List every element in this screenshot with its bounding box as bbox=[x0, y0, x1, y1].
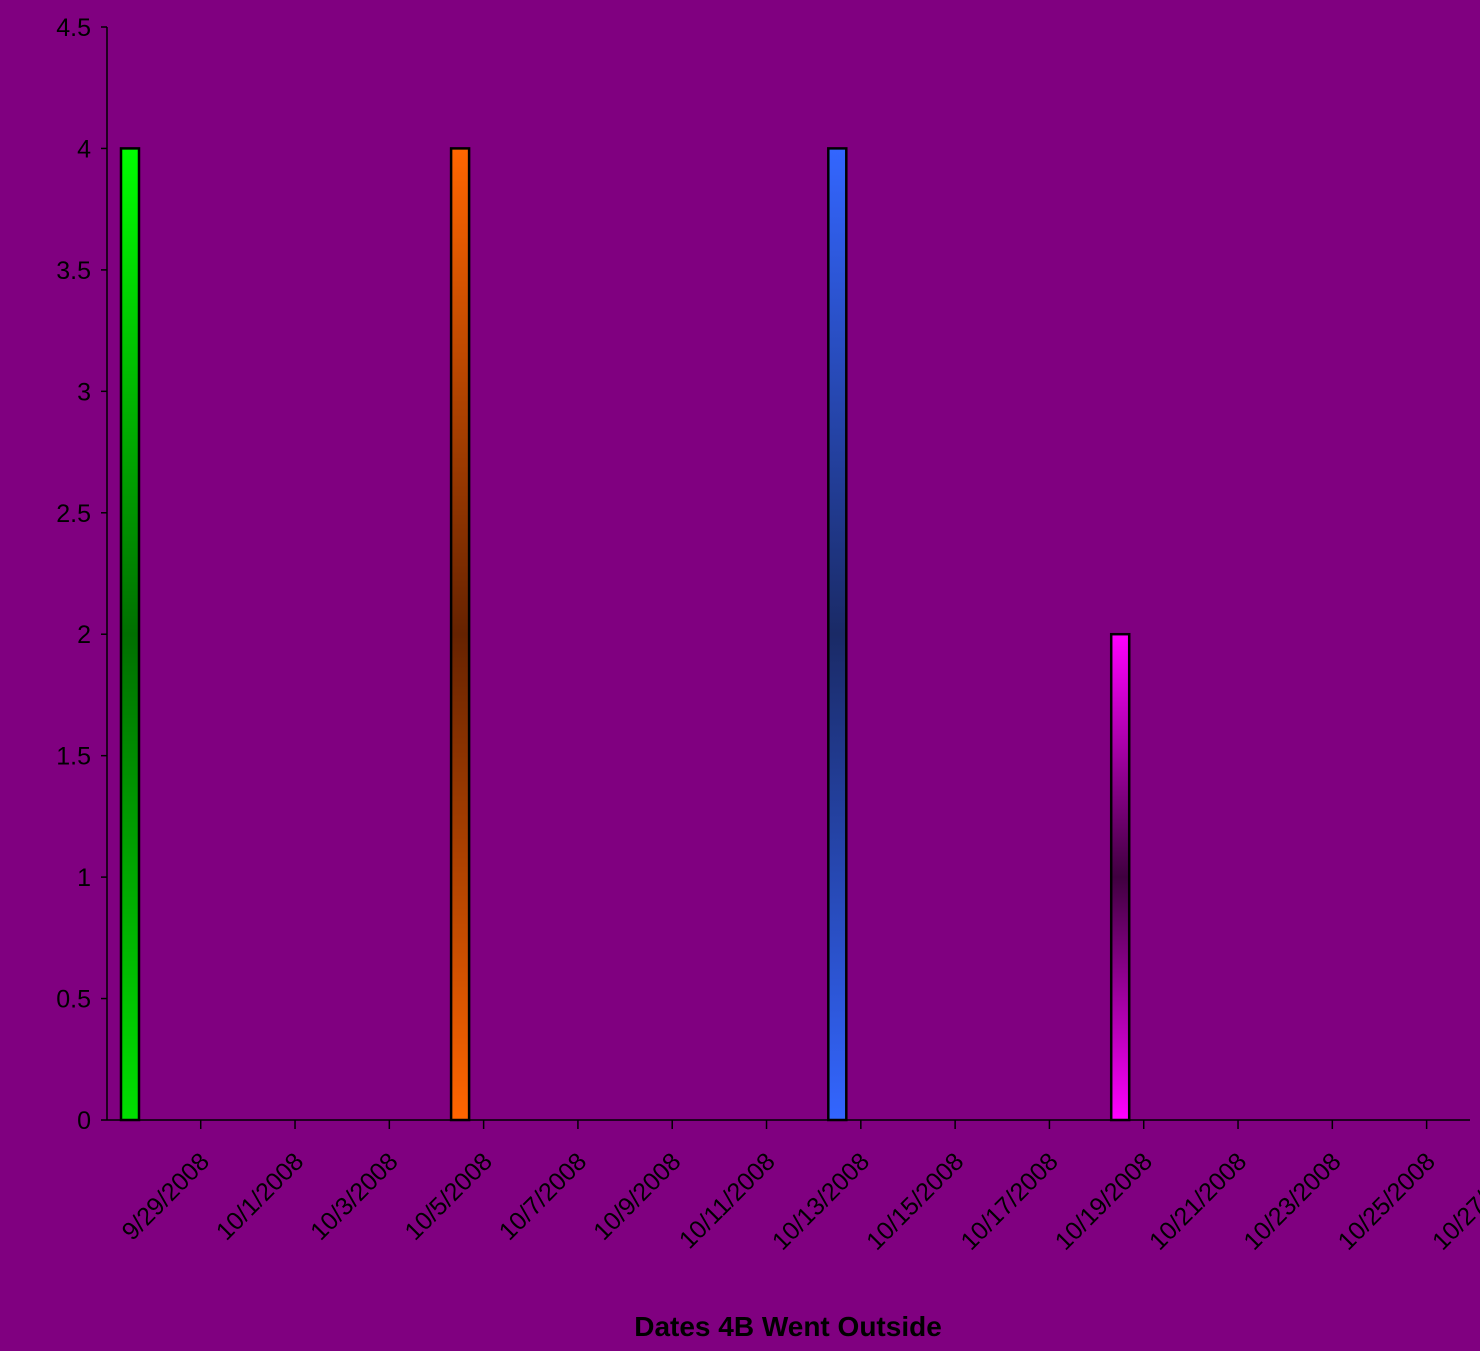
x-tick-label: 10/5/2008 bbox=[399, 1147, 497, 1245]
x-tick-label: 10/23/2008 bbox=[1238, 1147, 1346, 1255]
x-tick-label: 10/15/2008 bbox=[861, 1147, 969, 1255]
x-tick-label: 10/13/2008 bbox=[767, 1147, 875, 1255]
x-tick-label: 10/1/2008 bbox=[211, 1147, 309, 1245]
x-tick-label: 10/9/2008 bbox=[588, 1147, 686, 1245]
bars-layer bbox=[119, 147, 1131, 1122]
x-tick-label: 10/19/2008 bbox=[1050, 1147, 1158, 1255]
y-tick-label: 1 bbox=[77, 864, 91, 892]
x-axis-title: Dates 4B Went Outside bbox=[634, 1311, 942, 1342]
x-tick-label: 10/17/2008 bbox=[955, 1147, 1063, 1255]
bar-9-29-2008 bbox=[119, 147, 141, 1122]
y-tick-label: 3 bbox=[77, 378, 91, 406]
y-tick-label: 2.5 bbox=[56, 500, 91, 528]
x-tick-label: 10/7/2008 bbox=[494, 1147, 592, 1245]
y-tick-label: 2 bbox=[77, 621, 91, 649]
y-tick-label: 0.5 bbox=[56, 986, 91, 1014]
x-tick-label: 9/29/2008 bbox=[117, 1147, 215, 1245]
bar-10-6-2008 bbox=[449, 147, 471, 1122]
axes-layer: 00.511.522.533.544.59/29/200810/1/200810… bbox=[56, 14, 1480, 1256]
x-tick-label: 10/21/2008 bbox=[1144, 1147, 1252, 1255]
x-tick-label: 10/25/2008 bbox=[1333, 1147, 1441, 1255]
y-tick-label: 1.5 bbox=[56, 743, 91, 771]
y-tick-label: 4 bbox=[77, 135, 91, 163]
bar-10-14-2008 bbox=[827, 147, 848, 1122]
x-tick-label: 10/11/2008 bbox=[674, 1147, 781, 1254]
x-tick-label: 10/3/2008 bbox=[305, 1147, 403, 1245]
y-tick-label: 0 bbox=[77, 1107, 91, 1135]
bar-10-20-2008 bbox=[1109, 632, 1131, 1122]
y-tick-label: 4.5 bbox=[56, 14, 91, 42]
y-tick-label: 3.5 bbox=[56, 257, 91, 285]
